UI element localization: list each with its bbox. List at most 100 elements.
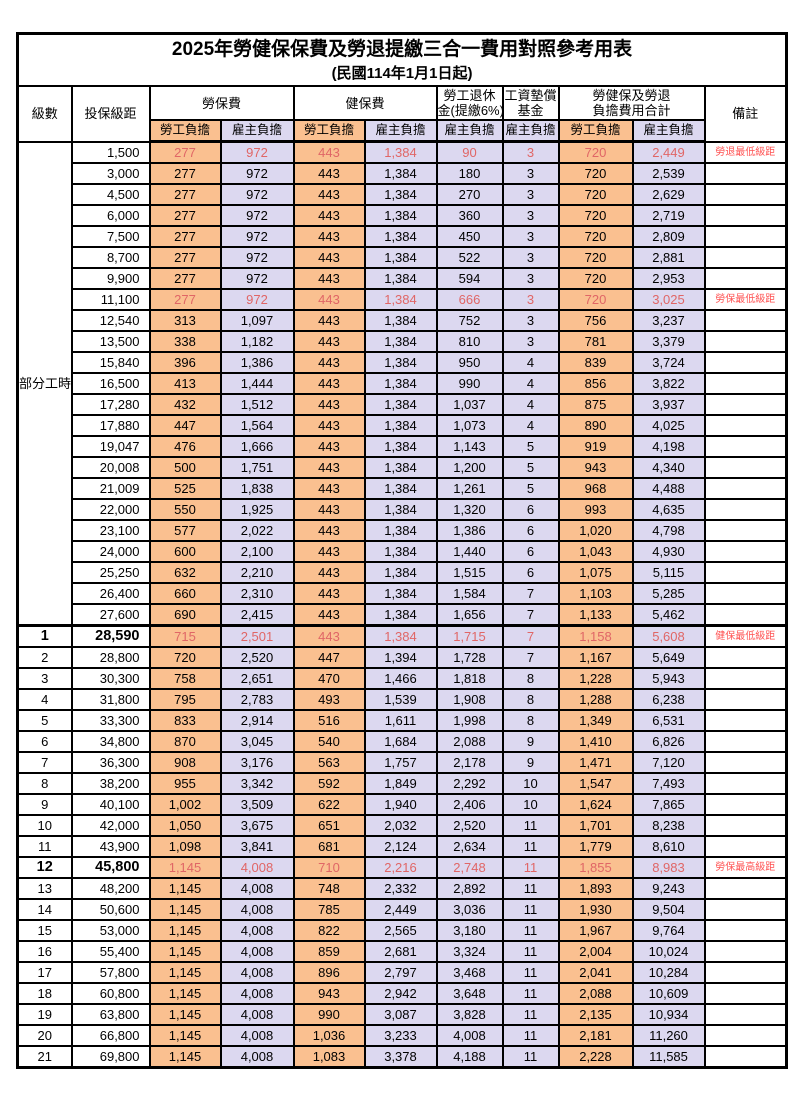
bracket-cell: 34,800	[70, 730, 151, 753]
pension-employer-cell: 522	[435, 246, 504, 269]
health-employee-cell: 443	[292, 330, 366, 353]
header-total-line1: 勞健保及勞退	[592, 88, 671, 103]
pension-employer-cell: 1,073	[435, 414, 504, 437]
health-employer-cell: 1,466	[363, 667, 438, 690]
labor-employee-cell: 1,145	[148, 919, 222, 942]
pension-employer-cell: 3,324	[435, 940, 504, 963]
health-employee-cell: 443	[292, 225, 366, 248]
table-row: 6 34,800 870 3,045 540 1,684 2,088 9 1,410 6,826	[16, 730, 788, 753]
labor-employee-cell: 277	[148, 140, 222, 164]
table-row: 5 33,300 833 2,914 516 1,611 1,998 8 1,349 6,531	[16, 709, 788, 732]
table-row: 1 28,590 715 2,501 443 1,384 1,715 7 1,158 5,608 健…	[16, 624, 788, 648]
total-employee-cell: 839	[557, 351, 634, 374]
wagefund-employer-cell: 11	[501, 919, 560, 942]
remark-cell	[703, 982, 788, 1005]
pension-employer-cell: 3,036	[435, 898, 504, 921]
level-cell: 1	[16, 624, 73, 648]
pension-employer-cell: 1,584	[435, 582, 504, 605]
health-employer-cell: 1,684	[363, 730, 438, 753]
table-row: 17,880 447 1,564 443 1,384 1,073 4 890 4,025	[18, 414, 788, 437]
total-employer-cell: 4,635	[631, 498, 706, 521]
pension-employer-cell: 3,180	[435, 919, 504, 942]
pension-employer-cell: 450	[435, 225, 504, 248]
table-row: 8,700 277 972 443 1,384 522 3 720 2,881	[18, 246, 788, 269]
level-cell: 6	[16, 730, 73, 753]
bracket-cell: 11,100	[70, 288, 151, 311]
bracket-cell: 28,800	[70, 646, 151, 669]
labor-employee-cell: 690	[148, 603, 222, 627]
total-employee-cell: 720	[557, 204, 634, 227]
health-employee-cell: 443	[292, 582, 366, 605]
table-row: 20,008 500 1,751 443 1,384 1,200 5 943 4,340	[18, 456, 788, 479]
table-row: 24,000 600 2,100 443 1,384 1,440 6 1,043 4,930	[18, 540, 788, 563]
level-cell: 17	[16, 961, 73, 984]
bracket-cell: 25,250	[70, 561, 151, 584]
labor-employer-cell: 972	[219, 140, 295, 164]
total-employee-cell: 890	[557, 414, 634, 437]
pension-employer-cell: 3,648	[435, 982, 504, 1005]
table-row: 7 36,300 908 3,176 563 1,757 2,178 9 1,471 7,120	[16, 751, 788, 774]
health-employee-cell: 859	[292, 940, 366, 963]
level-cell: 8	[16, 772, 73, 795]
bracket-cell: 17,880	[70, 414, 151, 437]
labor-employee-cell: 277	[148, 225, 222, 248]
subheader-labor-employer: 雇主負擔	[219, 119, 295, 143]
labor-employee-cell: 277	[148, 162, 222, 185]
labor-employer-cell: 4,008	[219, 877, 295, 900]
labor-employer-cell: 972	[219, 162, 295, 185]
bracket-cell: 23,100	[70, 519, 151, 542]
pension-employer-cell: 810	[435, 330, 504, 353]
total-employer-cell: 5,608	[631, 624, 706, 648]
labor-employee-cell: 277	[148, 267, 222, 290]
remark-cell	[703, 667, 788, 690]
pension-employer-cell: 2,406	[435, 793, 504, 816]
table-row: 17,280 432 1,512 443 1,384 1,037 4 875 3,937	[18, 393, 788, 416]
table-row: 4,500 277 972 443 1,384 270 3 720 2,629	[18, 183, 788, 206]
health-employer-cell: 2,124	[363, 835, 438, 858]
bracket-cell: 69,800	[70, 1045, 151, 1069]
table-row: 16 55,400 1,145 4,008 859 2,681 3,324 11 2,004 10…	[16, 940, 788, 963]
health-employee-cell: 443	[292, 603, 366, 627]
pension-employer-cell: 1,037	[435, 393, 504, 416]
labor-employer-cell: 1,182	[219, 330, 295, 353]
health-employer-cell: 2,942	[363, 982, 438, 1005]
total-employee-cell: 1,701	[557, 814, 634, 837]
total-employer-cell: 5,462	[631, 603, 706, 627]
table-row: 12 45,800 1,145 4,008 710 2,216 2,748 11 1,855 8,…	[16, 856, 788, 879]
remark-cell	[703, 330, 788, 353]
pension-employer-cell: 3,468	[435, 961, 504, 984]
remark-cell	[703, 814, 788, 837]
total-employee-cell: 720	[557, 140, 634, 164]
bracket-cell: 36,300	[70, 751, 151, 774]
labor-employee-cell: 720	[148, 646, 222, 669]
page-subtitle: (民國114年1月1日起)	[331, 64, 473, 82]
bracket-cell: 22,000	[70, 498, 151, 521]
remark-cell: 勞保最高級距	[703, 856, 788, 879]
remark-cell	[703, 940, 788, 963]
level-cell: 2	[16, 646, 73, 669]
table-row: 3,000 277 972 443 1,384 180 3 720 2,539	[18, 162, 788, 185]
wagefund-employer-cell: 11	[501, 940, 560, 963]
total-employee-cell: 1,471	[557, 751, 634, 774]
header-total-line2: 負擔費用合計	[592, 103, 671, 118]
health-employee-cell: 443	[292, 267, 366, 290]
labor-employer-cell: 972	[219, 225, 295, 248]
table-row: 12,540 313 1,097 443 1,384 752 3 756 3,237	[18, 309, 788, 332]
labor-employer-cell: 4,008	[219, 856, 295, 879]
total-employee-cell: 720	[557, 246, 634, 269]
wagefund-employer-cell: 3	[501, 204, 560, 227]
labor-employee-cell: 1,145	[148, 877, 222, 900]
table-row: 26,400 660 2,310 443 1,384 1,584 7 1,103 5,285	[18, 582, 788, 605]
labor-employee-cell: 277	[148, 204, 222, 227]
remark-cell	[703, 414, 788, 437]
labor-employee-cell: 577	[148, 519, 222, 542]
health-employee-cell: 681	[292, 835, 366, 858]
remark-cell	[703, 561, 788, 584]
total-employer-cell: 2,953	[631, 267, 706, 290]
bracket-cell: 60,800	[70, 982, 151, 1005]
header-bracket: 投保級距	[70, 85, 151, 143]
labor-employer-cell: 2,310	[219, 582, 295, 605]
total-employer-cell: 3,025	[631, 288, 706, 311]
table-row: 13,500 338 1,182 443 1,384 810 3 781 3,379	[18, 330, 788, 353]
level-cell: 13	[16, 877, 73, 900]
